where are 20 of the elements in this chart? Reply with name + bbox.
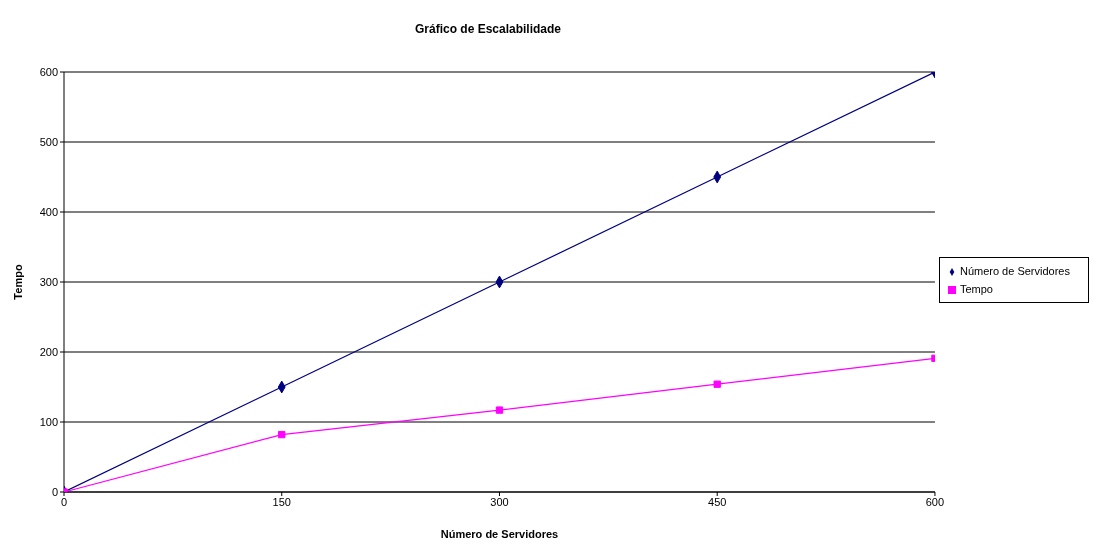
- y-tick-label: 100: [39, 415, 58, 428]
- x-tick-label: 150: [272, 495, 291, 508]
- x-tick-label: 300: [490, 495, 509, 508]
- chart-title: Gráfico de Escalabilidade: [413, 22, 563, 36]
- y-tick-label: 600: [39, 65, 58, 78]
- y-tick-label: 0: [51, 485, 58, 498]
- y-tick-label: 400: [39, 205, 58, 218]
- x-axis-title: Número de Servidores: [440, 528, 559, 540]
- point: [713, 380, 721, 388]
- legend-label: Número de Servidores: [959, 265, 1070, 277]
- x-tick-label: 600: [925, 495, 945, 508]
- x-tick-label: 0: [60, 495, 68, 508]
- y-tick-label: 500: [39, 135, 58, 148]
- y-tick-label: 300: [39, 275, 58, 288]
- point: [278, 430, 286, 439]
- x-tick-label: 450: [708, 495, 727, 508]
- point: [495, 406, 504, 414]
- legend-label: Tempo: [959, 283, 993, 295]
- y-axis-title: Tempo: [11, 264, 24, 300]
- y-tick-label: 200: [39, 345, 58, 358]
